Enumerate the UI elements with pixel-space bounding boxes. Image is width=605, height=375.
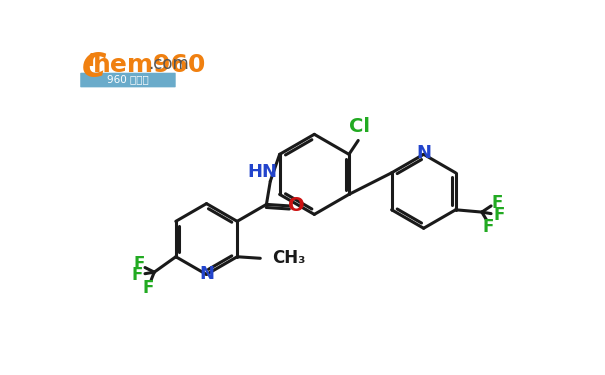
Text: O: O: [288, 196, 305, 215]
Text: 960 化工网: 960 化工网: [107, 75, 149, 85]
Text: C: C: [82, 51, 106, 84]
Text: CH₃: CH₃: [273, 249, 306, 267]
Text: F: F: [142, 279, 154, 297]
Text: F: F: [133, 255, 145, 273]
Text: F: F: [491, 194, 503, 212]
Text: ‘: ‘: [82, 51, 97, 93]
Text: F: F: [132, 266, 143, 284]
Text: hem960: hem960: [93, 53, 206, 77]
Text: Cl: Cl: [349, 117, 370, 136]
Text: F: F: [493, 206, 505, 224]
Text: .com: .com: [148, 55, 189, 73]
Text: HN: HN: [247, 163, 278, 181]
FancyBboxPatch shape: [80, 73, 175, 87]
Text: N: N: [416, 144, 431, 162]
Text: F: F: [482, 219, 494, 237]
Text: N: N: [199, 266, 214, 284]
